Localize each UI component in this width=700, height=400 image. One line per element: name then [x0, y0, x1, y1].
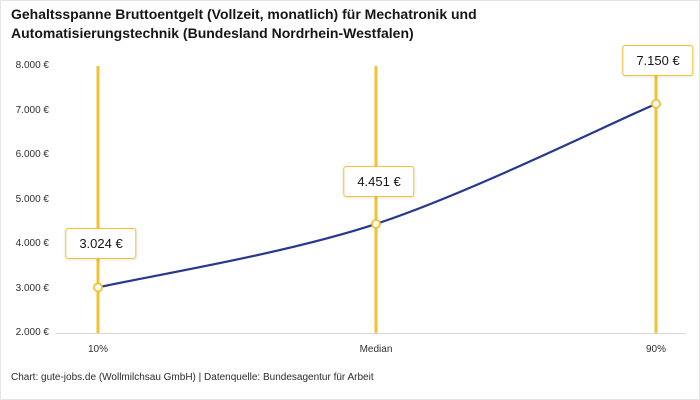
chart-source-attribution: Chart: gute-jobs.de (Wollmilchsau GmbH) …	[11, 372, 374, 383]
y-tick-label: 2.000 €	[15, 327, 49, 338]
chart-title: Gehaltsspanne Bruttoentgelt (Vollzeit, m…	[11, 6, 477, 42]
value-callout-90pct: 7.150 €	[622, 45, 694, 76]
y-tick-label: 4.000 €	[15, 238, 49, 249]
y-tick-label: 8.000 €	[15, 60, 49, 71]
x-tick-label-90pct: 90%	[645, 344, 666, 355]
value-callout-median: 4.451 €	[343, 166, 415, 197]
y-tick-label: 6.000 €	[15, 149, 49, 160]
y-tick-label: 5.000 €	[15, 194, 49, 205]
y-tick-label: 7.000 €	[15, 105, 49, 116]
x-tick-label-10pct: 10%	[87, 344, 108, 355]
value-callout-10pct: 3.024 €	[65, 228, 137, 259]
y-tick-label: 3.000 €	[15, 283, 49, 294]
x-tick-label-median: Median	[359, 344, 393, 355]
